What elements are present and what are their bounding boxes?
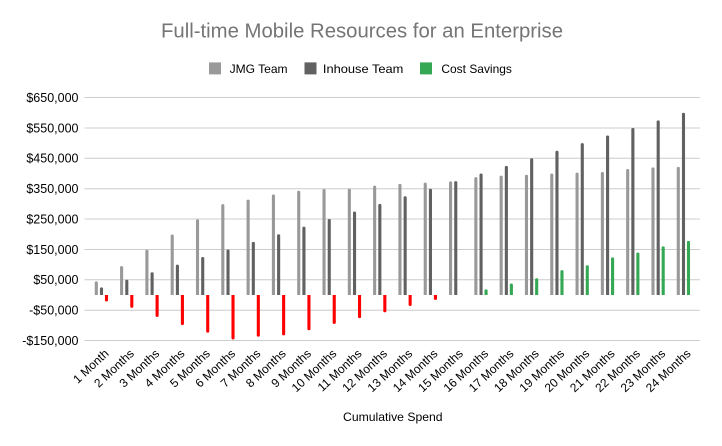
svg-text:-$50,000: -$50,000 (29, 304, 78, 318)
svg-text:Cumulative Spend: Cumulative Spend (343, 410, 443, 424)
svg-text:Full-time Mobile Resources for: Full-time Mobile Resources for an Enterp… (161, 21, 563, 43)
svg-text:$150,000: $150,000 (26, 243, 78, 257)
svg-text:$50,000: $50,000 (33, 273, 78, 287)
svg-text:JMG Team: JMG Team (230, 62, 288, 76)
svg-text:Cost Savings: Cost Savings (441, 62, 512, 76)
svg-text:$650,000: $650,000 (26, 91, 78, 105)
svg-text:-$150,000: -$150,000 (22, 334, 78, 348)
svg-text:$350,000: $350,000 (26, 182, 78, 196)
svg-text:$250,000: $250,000 (26, 212, 78, 226)
svg-text:$550,000: $550,000 (26, 121, 78, 135)
svg-text:$450,000: $450,000 (26, 152, 78, 166)
svg-text:Inhouse Team: Inhouse Team (323, 62, 404, 76)
